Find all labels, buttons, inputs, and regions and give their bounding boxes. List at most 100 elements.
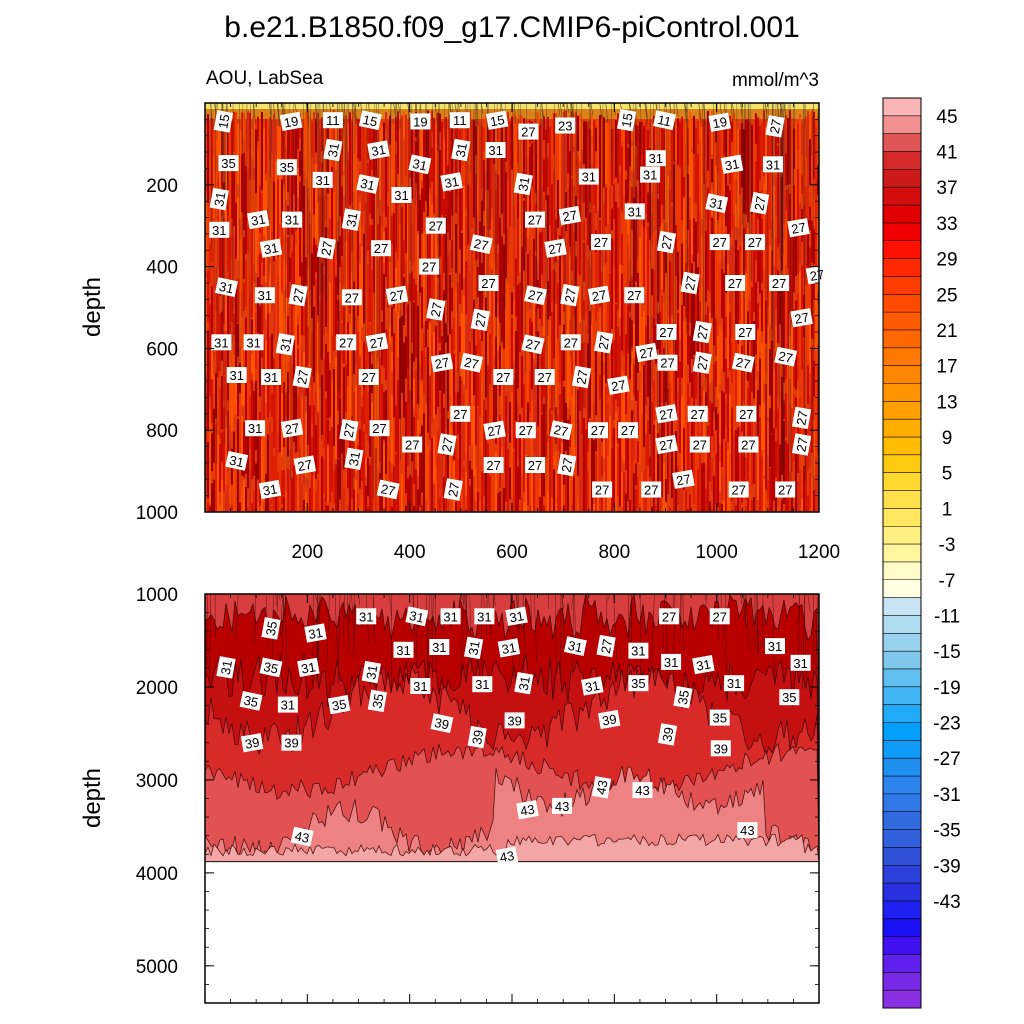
upper-field-strip — [255, 341, 257, 369]
upper-field-strip — [359, 263, 361, 355]
upper-field-strip — [217, 434, 219, 512]
contour-label: 27 — [525, 211, 545, 228]
upper-field-strip — [421, 505, 423, 512]
upper-field-strip — [445, 216, 447, 300]
upper-field-strip — [679, 121, 681, 168]
upper-field-strip — [497, 317, 499, 351]
upper-field-strip — [723, 273, 725, 372]
upper-field-strip — [571, 279, 573, 375]
contour-label-text: 19 — [413, 114, 427, 129]
upper-field-strip — [519, 197, 521, 273]
upper-field-strip — [773, 428, 775, 501]
upper-field-strip — [443, 290, 445, 394]
upper-field-strip — [589, 310, 591, 418]
contour-label-box — [371, 240, 391, 257]
contour-label: 31 — [277, 696, 298, 713]
contour-label-text: 27 — [675, 471, 692, 488]
upper-field-strip — [815, 276, 817, 351]
lower-contour-line — [460, 594, 464, 676]
upper-field-strip — [609, 126, 611, 180]
upper-field-strip — [723, 114, 725, 156]
upper-field-strip — [679, 454, 681, 473]
upper-field-strip — [289, 124, 291, 159]
lower-contour-line — [554, 594, 557, 674]
upper-contour-line — [443, 103, 446, 139]
contour-label: 27 — [316, 236, 336, 260]
upper-field-strip — [621, 117, 623, 143]
upper-field-strip — [649, 486, 651, 512]
upper-field-strip — [599, 374, 601, 400]
contour-label-text: 39 — [659, 726, 676, 743]
upper-field-strip — [313, 306, 315, 383]
upper-field-strip — [471, 469, 473, 512]
upper-field-strip — [427, 446, 429, 512]
upper-field-strip — [341, 186, 343, 256]
upper-field-strip — [621, 472, 623, 507]
upper-field-strip — [635, 186, 637, 282]
upper-field-strip — [715, 407, 717, 431]
upper-field-strip — [333, 191, 335, 248]
contour-label-text: 27 — [741, 438, 755, 453]
contour-label: 27 — [437, 433, 457, 456]
upper-field-strip — [655, 238, 657, 323]
contour-label: 27 — [791, 433, 812, 456]
contour-label-box — [515, 422, 536, 439]
contour-label: 27 — [672, 469, 695, 489]
contour-label: 27 — [787, 218, 810, 238]
upper-field-strip — [509, 326, 511, 386]
upper-field-strip — [451, 329, 453, 362]
upper-field-strip — [527, 312, 529, 401]
upper-field-strip — [343, 126, 345, 172]
upper-field-strip — [607, 494, 609, 512]
colorbar-swatch — [883, 98, 921, 117]
upper-field-strip — [593, 120, 595, 205]
contour-label-text: 27 — [472, 311, 489, 328]
contour-label-box — [493, 369, 514, 385]
upper-field-strip — [777, 146, 779, 248]
contour-label-box — [365, 332, 389, 352]
contour-label-text: 27 — [739, 407, 753, 422]
contour-label: 31 — [640, 166, 661, 183]
upper-field-strip — [661, 415, 663, 498]
contour-label: 31 — [258, 479, 282, 500]
upper-field-strip — [545, 288, 547, 353]
upper-field-strip — [385, 112, 387, 131]
colorbar-swatch — [883, 561, 921, 581]
contour-label-text: 31 — [264, 370, 278, 385]
upper-field-strip — [793, 184, 795, 293]
upper-field-strip — [741, 123, 743, 188]
upper-field-strip — [807, 220, 809, 268]
colorbar-label: 13 — [936, 392, 957, 413]
upper-field-strip — [683, 504, 685, 512]
contour-label-text: 27 — [434, 355, 451, 372]
contour-label-box — [555, 117, 576, 134]
upper-field-strip — [267, 313, 269, 418]
upper-field-strip — [329, 282, 331, 363]
contour-label: 27 — [358, 369, 379, 385]
upper-field-strip — [655, 504, 657, 512]
contour-label: 31 — [393, 641, 414, 658]
upper-field-strip — [343, 367, 345, 470]
lower-contour-line — [797, 594, 800, 662]
upper-field-strip — [709, 501, 711, 512]
contour-label-text: 27 — [591, 287, 608, 304]
upper-field-strip — [637, 441, 639, 463]
upper-field-strip — [761, 456, 763, 512]
upper-field-strip — [367, 507, 369, 512]
upper-field-strip — [709, 121, 711, 221]
upper-field-strip — [229, 483, 231, 504]
upper-field-strip — [467, 412, 469, 512]
upper-field-strip — [789, 193, 791, 226]
upper-field-strip — [665, 415, 667, 456]
upper-field-strip — [491, 129, 493, 208]
upper-contour-line — [513, 103, 517, 125]
colorbar-swatch — [883, 740, 921, 759]
upper-field-strip — [477, 408, 479, 487]
contour-label-text: 27 — [341, 422, 358, 439]
contour-label-text: 27 — [405, 438, 419, 453]
y-tick-label: 1000 — [136, 503, 178, 524]
upper-field-strip — [225, 346, 227, 417]
upper-field-strip — [547, 281, 549, 320]
upper-field-strip — [607, 123, 609, 225]
